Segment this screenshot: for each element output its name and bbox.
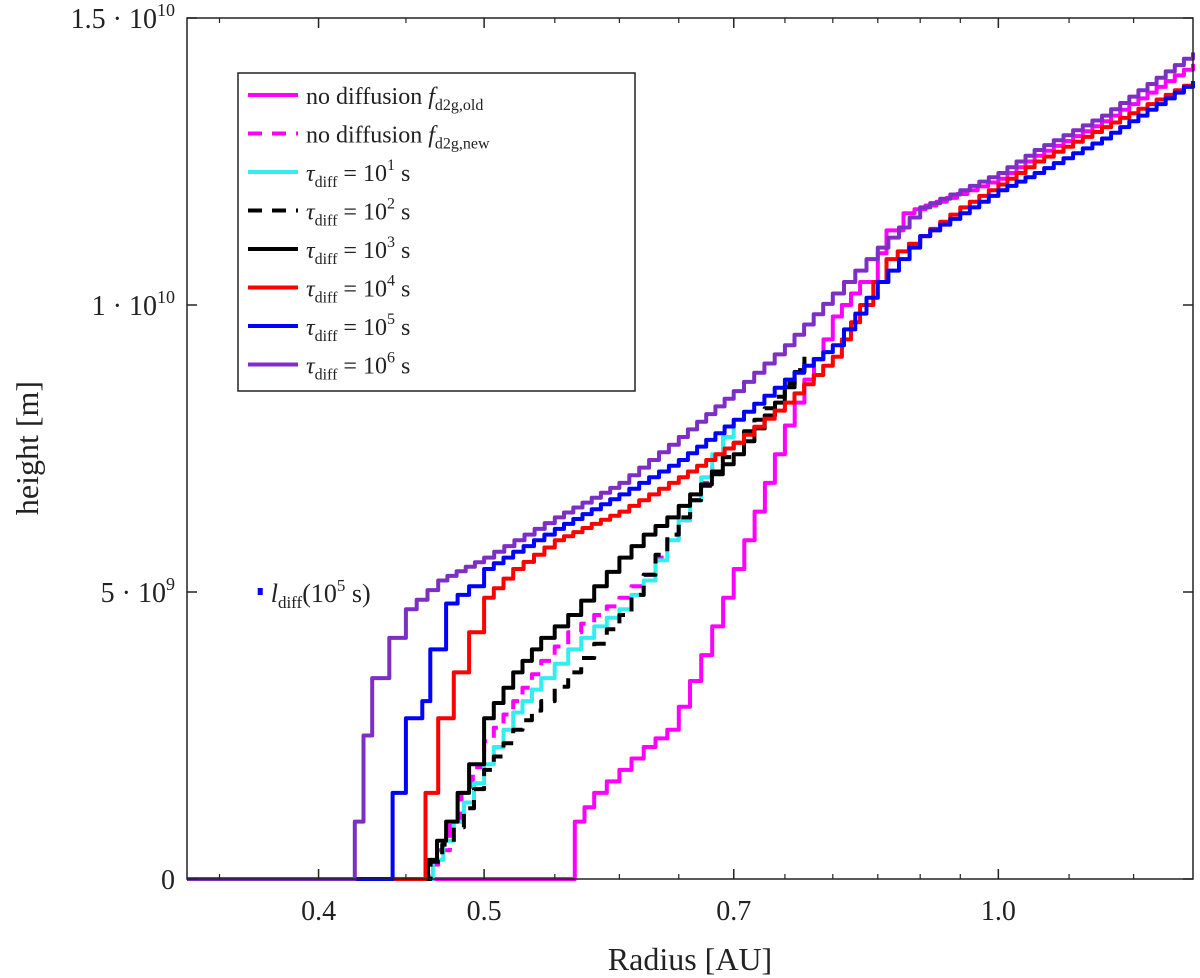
y-axis-label: height [m] [9,381,45,515]
x-tick-label: 0.4 [301,896,336,927]
series-line-4 [419,356,807,881]
series-line-2 [422,419,736,881]
legend-entry: τdiff = 102 s [306,196,410,230]
series-line-5 [187,81,1195,881]
axes-frame [186,17,1194,880]
x-tick-label: 1.0 [981,896,1016,927]
x-axis-label: Radius [AU] [608,941,772,977]
legend-entry: no diffusion fd2g,old [306,84,483,114]
legend-entry: τdiff = 105 s [306,311,410,345]
ldiff-marker [257,588,263,595]
legend: no diffusion fd2g,old no diffusion fd2g,n… [237,72,636,392]
legend-entry: τdiff = 101 s [306,157,410,191]
series-line-3 [419,356,807,881]
y-tick-label: 5 · 109 [101,574,175,609]
y-tick-label: 1 · 1010 [92,287,175,322]
series-line-7 [187,52,1195,881]
y-tick-label: 1.5 · 1010 [71,0,175,35]
ticks-layer: 0.4 0.5 0.7 1.0 0 5 · 109 1 · 1010 1.5 · 1010 [71,0,1193,927]
legend-entry: no diffusion fd2g,new [306,123,490,153]
annotation-label: ldiff(105 s) [271,576,371,612]
x-tick-label: 0.7 [716,896,751,927]
series-line-1 [419,465,715,881]
x-tick-label: 0.5 [467,896,502,927]
annotation-layer: ldiff(105 s) [257,576,371,612]
y-tick-label: 0 [161,865,175,896]
legend-entry: τdiff = 104 s [306,273,410,307]
series-line-6 [187,81,1195,881]
legend-entry: τdiff = 103 s [306,234,410,268]
legend-box [237,72,636,392]
legend-entry: τdiff = 106 s [306,350,410,384]
